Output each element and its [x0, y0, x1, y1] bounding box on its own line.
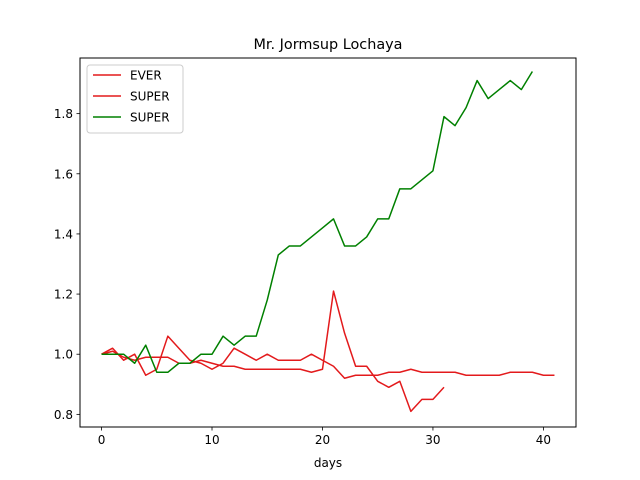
x-tick-label: 0 — [98, 433, 106, 447]
x-tick-label: 30 — [425, 433, 440, 447]
series-line-1 — [101, 335, 555, 380]
legend: EVER SUPER SUPER — [86, 64, 184, 134]
legend-box — [86, 64, 184, 134]
legend-label-3: SUPER — [130, 111, 170, 125]
x-tick-label: 40 — [536, 433, 551, 447]
legend-label-1: EVER — [130, 69, 162, 83]
x-tick-label: 20 — [315, 433, 330, 447]
plot-frame — [79, 57, 577, 428]
y-tick-label: 1.2 — [54, 288, 73, 302]
y-tick-label: 1.8 — [54, 107, 73, 121]
x-axis: 0 10 20 30 40 — [98, 427, 551, 447]
chart-title: Mr. Jormsup Lochaya — [254, 37, 403, 53]
x-tick-label: 10 — [204, 433, 219, 447]
y-tick-label: 1.4 — [54, 227, 73, 241]
series-layer — [101, 71, 555, 413]
series-line-3 — [101, 71, 534, 374]
y-tick-label: 1.6 — [54, 167, 73, 181]
x-axis-label: days — [314, 456, 342, 470]
y-axis: 0.8 1.0 1.2 1.4 1.6 1.8 — [54, 107, 80, 422]
y-tick-label: 0.8 — [54, 408, 73, 422]
y-tick-label: 1.0 — [54, 348, 73, 362]
series-line-2 — [101, 290, 445, 413]
legend-label-2: SUPER — [130, 90, 170, 104]
